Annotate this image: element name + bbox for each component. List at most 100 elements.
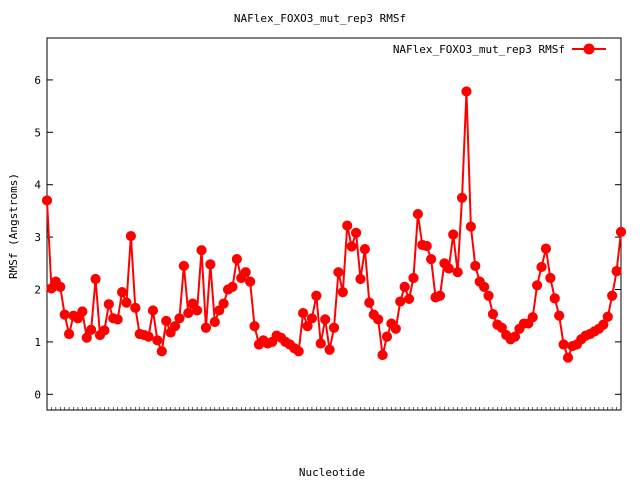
data-point bbox=[125, 230, 136, 242]
data-point bbox=[121, 297, 132, 308]
data-point bbox=[116, 287, 128, 298]
data-point bbox=[377, 349, 388, 361]
data-point bbox=[456, 192, 468, 203]
data-point bbox=[426, 254, 437, 265]
legend: NAFlex_FOXO3_mut_rep3 RMSf bbox=[393, 43, 606, 56]
data-point bbox=[143, 331, 154, 342]
data-point bbox=[549, 293, 560, 304]
data-point bbox=[324, 344, 335, 355]
data-point bbox=[607, 290, 618, 301]
y-tick-label: 0 bbox=[34, 388, 41, 401]
data-point bbox=[562, 352, 574, 363]
data-point bbox=[249, 321, 260, 332]
data-point bbox=[200, 322, 212, 333]
legend-marker-swatch bbox=[583, 43, 595, 55]
data-point bbox=[77, 306, 88, 317]
data-point bbox=[532, 280, 543, 291]
data-point bbox=[63, 328, 75, 340]
data-point bbox=[227, 281, 238, 292]
data-point bbox=[169, 321, 181, 332]
data-point bbox=[103, 299, 114, 310]
series-group bbox=[41, 86, 627, 363]
data-point bbox=[156, 346, 167, 357]
data-point bbox=[540, 243, 552, 254]
data-point bbox=[218, 298, 229, 309]
x-axis-label: Nucleotide bbox=[299, 466, 365, 479]
data-point bbox=[527, 312, 538, 323]
data-point bbox=[328, 322, 340, 333]
chart-title: NAFlex_FOXO3_mut_rep3 RMSf bbox=[234, 12, 406, 25]
data-point bbox=[479, 281, 490, 292]
data-point bbox=[192, 305, 203, 316]
data-point bbox=[381, 331, 393, 342]
data-point bbox=[483, 290, 494, 301]
x-axis bbox=[46, 407, 622, 410]
data-point bbox=[306, 313, 318, 324]
y-tick-label: 2 bbox=[34, 283, 41, 296]
data-point bbox=[161, 315, 172, 327]
data-point bbox=[461, 86, 472, 97]
data-point bbox=[536, 261, 547, 273]
data-point bbox=[240, 267, 251, 278]
data-point bbox=[615, 226, 627, 237]
data-point bbox=[421, 240, 432, 252]
data-point bbox=[355, 273, 366, 285]
data-point bbox=[41, 195, 53, 206]
data-point bbox=[452, 267, 463, 278]
data-point bbox=[315, 338, 326, 349]
data-point bbox=[496, 322, 507, 333]
data-point bbox=[147, 305, 159, 316]
y-tick-label: 1 bbox=[34, 336, 41, 349]
data-point bbox=[558, 339, 569, 350]
data-point bbox=[333, 267, 344, 278]
data-point bbox=[297, 307, 309, 319]
data-point bbox=[342, 220, 353, 231]
data-point bbox=[487, 309, 499, 320]
data-point bbox=[112, 314, 123, 325]
y-tick-label: 4 bbox=[34, 179, 41, 192]
data-point bbox=[470, 260, 481, 272]
y-axis: 0 1 2 3 4 5 6 bbox=[34, 74, 621, 401]
data-point bbox=[545, 272, 556, 284]
data-point bbox=[320, 314, 331, 325]
data-point bbox=[408, 272, 419, 284]
data-point bbox=[346, 241, 357, 252]
data-point bbox=[399, 281, 410, 292]
data-point bbox=[196, 245, 207, 256]
data-point bbox=[209, 316, 220, 328]
data-point bbox=[602, 311, 613, 322]
data-point bbox=[55, 281, 66, 292]
data-point bbox=[183, 307, 194, 319]
data-point bbox=[174, 313, 185, 324]
data-point bbox=[90, 273, 101, 285]
y-tick-label: 5 bbox=[34, 126, 41, 139]
y-tick-label: 3 bbox=[34, 231, 41, 244]
data-point bbox=[554, 310, 565, 321]
data-point bbox=[81, 332, 92, 343]
data-point bbox=[59, 309, 70, 320]
data-point bbox=[443, 263, 454, 274]
data-point bbox=[598, 319, 609, 330]
data-point bbox=[359, 244, 371, 255]
legend-label: NAFlex_FOXO3_mut_rep3 RMSf bbox=[393, 43, 565, 56]
y-axis-label: RMSf (Angstroms) bbox=[7, 173, 20, 279]
data-point bbox=[611, 266, 622, 277]
data-point bbox=[364, 297, 375, 308]
data-point bbox=[99, 325, 110, 336]
data-point bbox=[245, 276, 256, 287]
data-point bbox=[350, 227, 362, 239]
data-point bbox=[448, 229, 459, 240]
data-point bbox=[178, 260, 189, 272]
data-point bbox=[412, 208, 423, 220]
data-point bbox=[311, 290, 322, 301]
data-point bbox=[373, 314, 384, 325]
data-point bbox=[302, 321, 313, 332]
data-point bbox=[86, 324, 97, 335]
data-point bbox=[231, 254, 242, 265]
data-point bbox=[337, 287, 348, 298]
data-point bbox=[434, 290, 446, 301]
data-point bbox=[465, 221, 476, 232]
data-point bbox=[205, 259, 216, 270]
data-point bbox=[395, 296, 406, 307]
